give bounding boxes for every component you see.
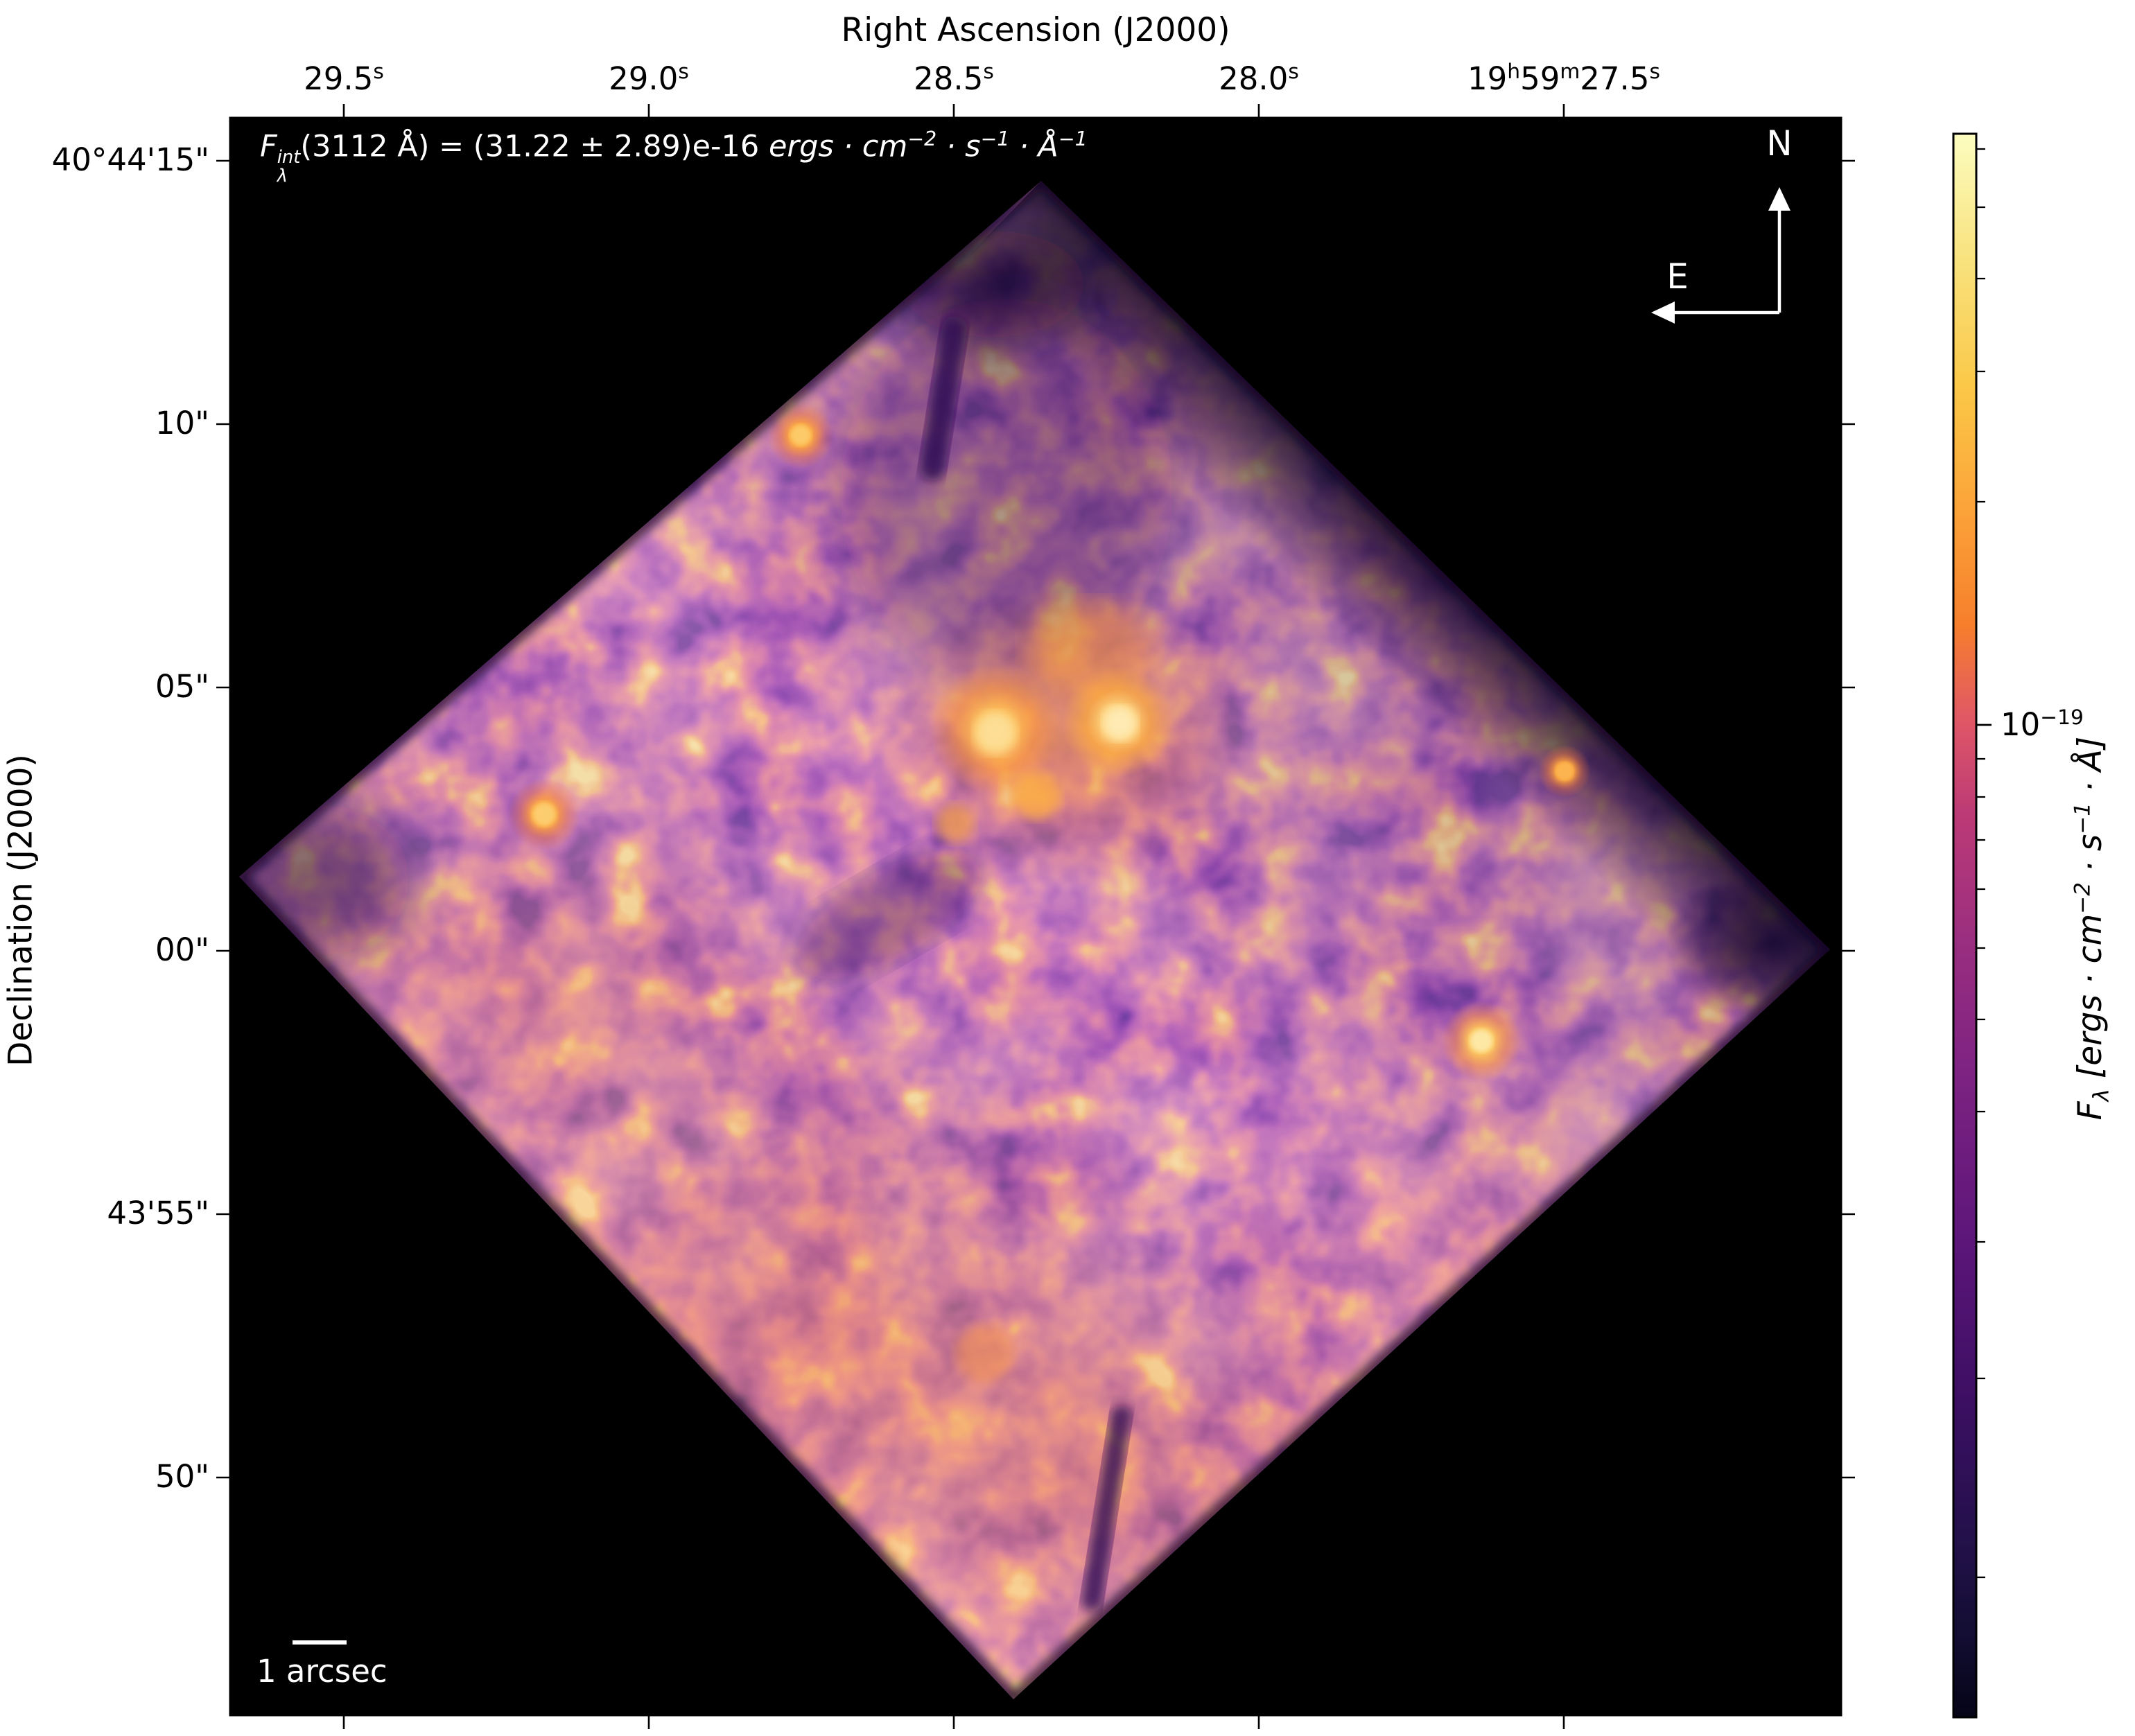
y-tick-label: 50" <box>155 1458 209 1495</box>
x-tick-label: 29.5s <box>304 60 384 97</box>
x-axis-title: Right Ascension (J2000) <box>841 11 1230 49</box>
annotation-f: F <box>260 129 277 164</box>
faint-knot <box>955 1324 1013 1383</box>
compass-east-arrowhead-icon <box>1651 301 1675 324</box>
clump-knot <box>936 804 975 843</box>
point-source-core <box>1556 763 1573 780</box>
colorbar-axis-label: Fλ [ergs · cm−2 · s−1 · Å] <box>2070 736 2114 1121</box>
y-axis-ticks-left <box>216 159 230 1479</box>
point-source-core <box>532 803 556 826</box>
x-tick-label: 28.0s <box>1219 60 1299 97</box>
x-tick-label: 19h59m27.5s <box>1467 60 1660 97</box>
y-tick-label: 10" <box>155 405 209 441</box>
compass-north-arrowhead-icon <box>1768 187 1790 211</box>
compass-north-label: N <box>1766 123 1793 164</box>
colorbar-tick-label: 10−19 <box>2001 705 2084 743</box>
y-axis-ticks-right <box>1841 159 1855 1479</box>
annotation-value: (3112 Å) = (31.22 ± 2.89)e-16 <box>300 129 769 164</box>
x-tick-label: 28.5s <box>914 60 994 97</box>
colorbar <box>1952 132 1978 1719</box>
flux-map <box>239 181 1830 1699</box>
clump-knot <box>1013 772 1060 819</box>
clump-hotspot <box>1104 707 1137 740</box>
colorbar-minor-ticks <box>1976 148 1985 1579</box>
x-axis-ticks-bottom <box>342 1715 1565 1729</box>
compass-east-label: E <box>1666 256 1689 297</box>
point-source-core <box>1470 1030 1492 1052</box>
x-tick-label: 29.0s <box>609 60 689 97</box>
scale-bar-label: 1 arcsec <box>256 1653 387 1690</box>
x-axis-ticks-top <box>342 104 1565 118</box>
y-tick-label: 00" <box>155 931 209 968</box>
y-axis-title: Declination (J2000) <box>1 754 40 1067</box>
diamond-footprint <box>239 181 1830 1699</box>
y-tick-label: 05" <box>155 668 209 705</box>
annotation-supsub: int λ <box>277 146 301 186</box>
y-tick-label: 43'55" <box>107 1195 209 1231</box>
compass <box>1651 187 1790 324</box>
point-source-core <box>790 425 811 446</box>
y-tick-label: 40°44'15" <box>51 141 209 178</box>
clump-hotspot <box>975 712 1016 754</box>
